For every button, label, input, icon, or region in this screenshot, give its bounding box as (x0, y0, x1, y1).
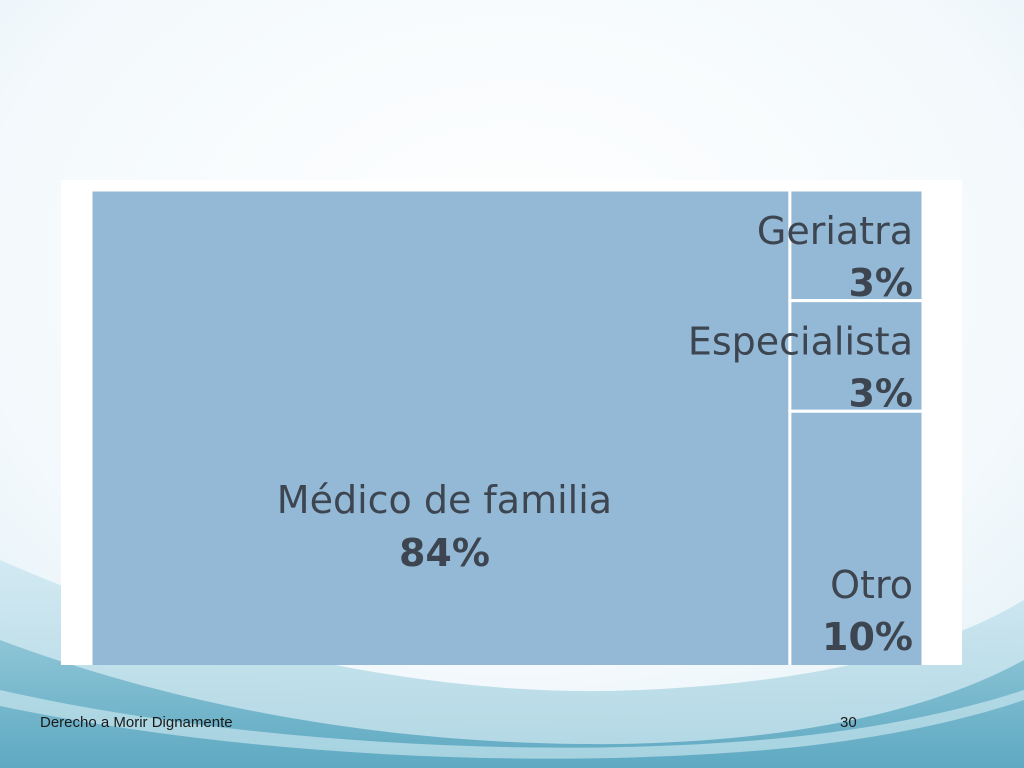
treemap-chart: Médico de familia 84% Geriatra 3% Especialis… (61, 180, 962, 665)
cell-value-geriatra: 3% (848, 261, 913, 305)
treemap-cell-geriatra (788, 188, 925, 303)
treemap-cell-otro (788, 409, 925, 665)
cell-label-especialista: Especialista (688, 320, 913, 364)
footer-title: Derecho a Morir Dignamente (40, 714, 233, 731)
treemap-cell-medico-de-familia (89, 188, 792, 665)
cell-value-medico-de-familia: 84% (399, 531, 490, 575)
cell-value-especialista: 3% (848, 372, 913, 416)
cell-label-geriatra: Geriatra (757, 209, 913, 253)
cell-value-otro: 10% (822, 615, 913, 659)
cell-label-medico-de-familia: Médico de familia (277, 478, 612, 522)
treemap-svg: Médico de familia 84% Geriatra 3% Especialis… (89, 188, 925, 665)
wave-highlight (0, 690, 1024, 759)
page-number: 30 (840, 714, 857, 731)
cell-label-otro: Otro (830, 563, 913, 607)
